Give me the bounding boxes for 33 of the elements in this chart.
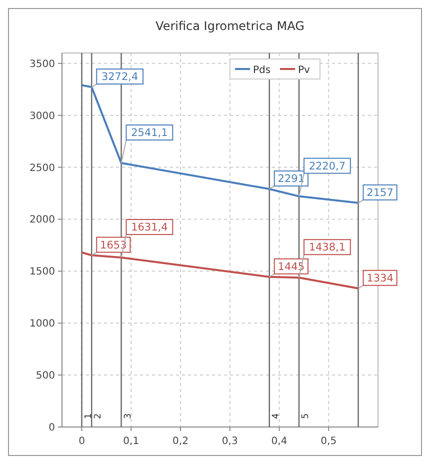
data-label: 1438,1	[308, 242, 346, 254]
y-tick-label: 3000	[30, 110, 55, 122]
chart-title: Verifica Igrometrica MAG	[156, 19, 304, 33]
x-tick-label: 0,3	[222, 436, 238, 447]
y-tick-label: 2500	[30, 162, 55, 174]
data-label: 1631,4	[131, 222, 168, 234]
data-label: 1445	[278, 260, 305, 273]
annotation: 5	[301, 413, 311, 419]
data-label: 3272,4	[101, 71, 139, 84]
y-tick-label: 1500	[30, 266, 55, 278]
y-tick-label: 3500	[30, 58, 55, 70]
x-tick-label: 0,2	[172, 436, 188, 447]
y-tick-label: 2000	[30, 214, 55, 226]
data-label: 2220,7	[308, 160, 346, 172]
data-label: 2291	[278, 172, 305, 185]
data-label: 2157	[366, 186, 394, 199]
x-tick-label: 0,1	[123, 436, 140, 447]
annotation: 1	[84, 413, 94, 419]
data-label: 1653	[100, 239, 127, 252]
y-tick-label: 500	[36, 370, 55, 382]
data-label: 2541,1	[131, 127, 168, 140]
line-series	[80, 84, 360, 204]
data-label: 1334	[366, 272, 394, 284]
x-tick-label: 0,4	[271, 436, 288, 447]
legend-label: Pds	[253, 65, 271, 76]
legend-label: Pv	[298, 65, 310, 76]
annotation: 3	[123, 413, 134, 419]
annotation: 4	[271, 413, 282, 419]
y-tick-label: 0	[48, 422, 55, 434]
annotation: 2	[94, 413, 104, 419]
x-tick-label: 0	[78, 436, 85, 447]
y-tick-label: 1000	[30, 318, 55, 330]
x-tick-label: 0,5	[320, 436, 337, 447]
